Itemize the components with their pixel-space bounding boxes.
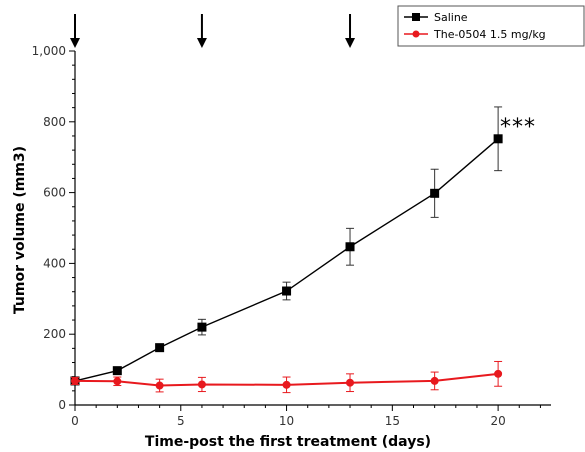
data-point <box>430 376 439 385</box>
x-axis-label: Time-post the first treatment (days) <box>145 434 431 450</box>
data-point <box>430 188 440 198</box>
x-tick-label: 10 <box>279 414 294 428</box>
x-tick-label: 20 <box>490 414 505 428</box>
treatment-arrow-head <box>196 38 207 48</box>
data-point <box>71 376 79 385</box>
y-tick-label: 200 <box>43 327 66 341</box>
data-point <box>282 380 291 389</box>
legend: Saline The-0504 1.5 mg/kg <box>397 5 585 47</box>
series-saline <box>70 106 503 386</box>
legend-box <box>397 5 585 47</box>
data-point <box>282 286 292 296</box>
treatment-arrow-head <box>70 38 80 48</box>
legend-marker-treatment <box>412 30 420 38</box>
data-point <box>155 381 164 390</box>
data-point <box>494 369 503 378</box>
series-group <box>70 106 503 394</box>
legend-label-saline: Saline <box>434 11 468 24</box>
data-point <box>197 380 206 389</box>
y-tick-label: 600 <box>43 186 66 200</box>
legend-marker-saline <box>412 13 420 21</box>
treatment-arrow-head <box>345 38 356 48</box>
treatment-arrows-group <box>70 14 356 48</box>
data-point <box>112 366 122 376</box>
y-tick-label: 0 <box>58 398 66 412</box>
y-tick-label: 400 <box>43 256 66 270</box>
series-line-treatment <box>74 372 499 387</box>
data-point <box>197 322 207 332</box>
x-tick-label: 15 <box>385 414 400 428</box>
data-point <box>345 242 355 252</box>
ticks-group: 0 200 400 600 800 1,000 0 5 10 15 20 <box>32 44 541 428</box>
data-point <box>113 377 122 386</box>
series-line-saline <box>74 138 499 382</box>
y-axis-label: Tumor volume (mm3) <box>12 146 28 314</box>
data-point <box>155 343 165 353</box>
legend-label-treatment: The-0504 1.5 mg/kg <box>433 28 546 41</box>
x-tick-label: 5 <box>177 414 185 428</box>
y-tick-label: 1,000 <box>32 44 66 58</box>
y-tick-label: 800 <box>43 115 66 129</box>
x-tick-label: 0 <box>71 414 79 428</box>
data-point <box>346 378 355 387</box>
series-treatment <box>71 360 503 394</box>
data-point <box>493 134 503 144</box>
axes-group <box>74 51 551 406</box>
significance-annotation: *** <box>500 115 536 140</box>
